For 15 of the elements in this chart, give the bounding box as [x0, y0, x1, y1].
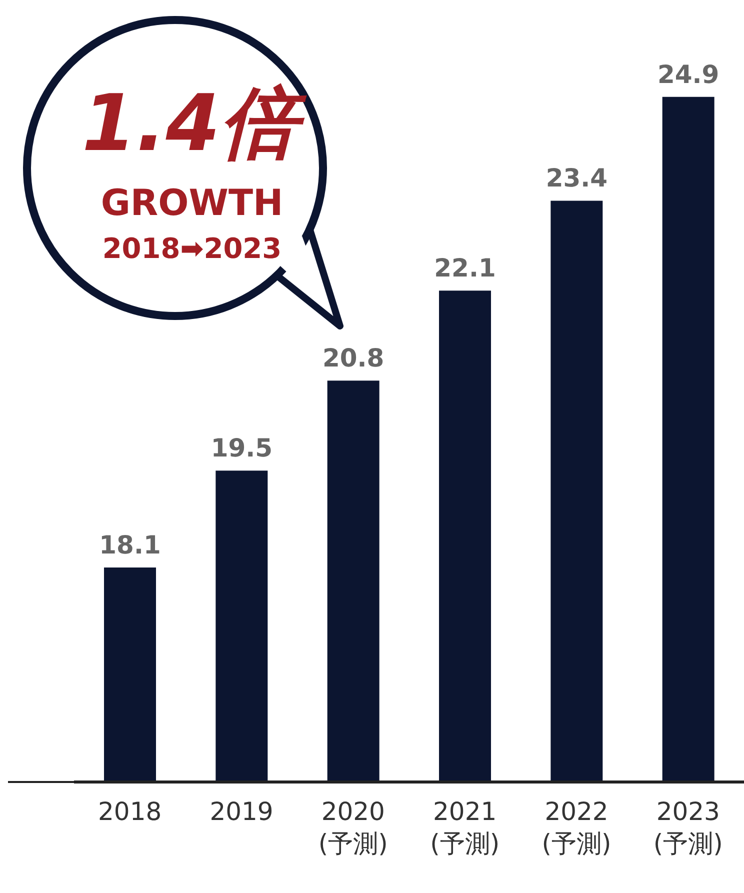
x-tick-label: 2019: [210, 797, 274, 826]
x-tick-label: 2021 (予測): [430, 797, 500, 858]
x-tick-label: 2023 (予測): [653, 797, 723, 858]
data-label: 22.1: [434, 254, 496, 283]
data-label: 19.5: [210, 434, 273, 463]
data-label: 20.8: [322, 344, 384, 373]
data-label: 24.9: [657, 60, 720, 89]
x-tick-label: 2022 (予測): [542, 797, 612, 858]
annotation: GROWTH: [100, 183, 284, 224]
annotation: 1.4倍: [82, 79, 308, 169]
x-tick-label: 2020 (予測): [318, 797, 388, 858]
data-label: 23.4: [546, 164, 608, 193]
data-label: 18.1: [99, 530, 161, 560]
x-tick-label: 2018: [98, 797, 162, 826]
annotation: 2018➡2023: [102, 232, 282, 265]
